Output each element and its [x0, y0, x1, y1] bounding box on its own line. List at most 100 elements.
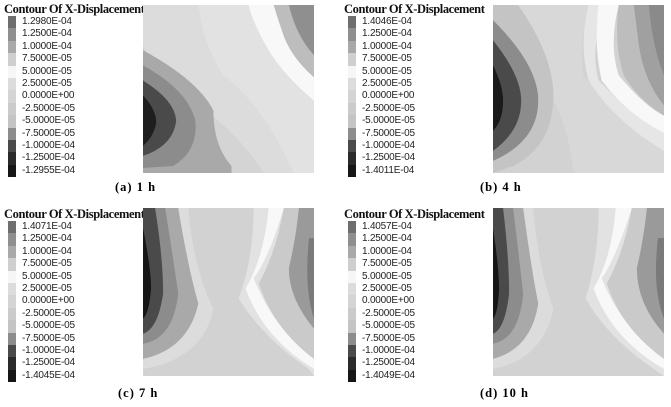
- color-swatch: [8, 307, 16, 321]
- legend-tick-label: 0.0000E+00: [362, 90, 415, 102]
- legend-tick-label: -1.2500E-04: [22, 357, 75, 369]
- color-swatch: [348, 28, 356, 41]
- legend-tick-label: 5.0000E-05: [362, 65, 412, 77]
- legend-tick-label: -1.0000E-04: [362, 139, 415, 151]
- caption: (c) 7 h: [118, 386, 159, 400]
- color-swatch: [8, 90, 16, 103]
- legend-tick-label: 7.5000E-05: [362, 53, 412, 65]
- legend-tick-label: 0.0000E+00: [362, 295, 415, 307]
- legend-tick-label: 1.4057E-04: [362, 221, 412, 232]
- legend-labels: 1.4046E-04 1.2500E-04 1.0000E-04 7.5000E-05…: [362, 16, 415, 177]
- legend-tick-label: 1.4046E-04: [362, 16, 412, 27]
- color-bar: [8, 221, 16, 383]
- legend-tick-label: 1.0000E-04: [362, 40, 412, 52]
- contour-band: [307, 238, 314, 319]
- color-swatch: [348, 16, 356, 29]
- color-swatch: [8, 102, 16, 116]
- color-swatch: [348, 77, 356, 91]
- panel-b: Contour Of X-Displacement 1.4046E-04 1.25…: [340, 0, 671, 202]
- contour-band: [143, 228, 152, 319]
- legend-tick-label: 1.0000E-04: [22, 245, 72, 257]
- legend-tick-label: 5.0000E-05: [22, 270, 72, 282]
- legend-tick-label: -1.2500E-04: [22, 152, 75, 164]
- legend-tick-label: -5.0000E-05: [22, 115, 75, 127]
- legend-title: Contour Of X-Displacement: [344, 2, 485, 16]
- legend-tick-label: -1.2500E-04: [362, 357, 415, 369]
- color-swatch: [8, 258, 16, 271]
- color-swatch: [8, 221, 16, 234]
- legend-title: Contour Of X-Displacement: [4, 2, 145, 16]
- legend-tick-label: 2.5000E-05: [22, 77, 72, 89]
- legend-tick-label: 0.0000E+00: [22, 90, 75, 102]
- color-swatch: [8, 16, 16, 29]
- color-bar: [8, 16, 16, 178]
- legend-tick-label: -2.5000E-05: [22, 307, 75, 319]
- legend-tick-label: -5.0000E-05: [362, 320, 415, 332]
- color-swatch: [348, 233, 356, 246]
- legend-tick-label: -2.5000E-05: [362, 307, 415, 319]
- legend-tick-label: 1.2500E-04: [362, 28, 412, 40]
- contour-band: [198, 5, 314, 173]
- color-swatch: [8, 28, 16, 41]
- color-swatch: [8, 245, 16, 259]
- color-swatch: [8, 320, 16, 333]
- color-swatch: [348, 40, 356, 54]
- legend-tick-label: -5.0000E-05: [362, 115, 415, 127]
- legend-labels: 1.4057E-04 1.2500E-04 1.0000E-04 7.5000E-05…: [362, 221, 415, 382]
- color-swatch: [8, 127, 16, 140]
- contour-plot-d: [493, 208, 664, 376]
- panel-d: Contour Of X-Displacement 1.4057E-04 1.25…: [340, 205, 671, 407]
- legend-tick-label: -1.2955E-04: [22, 164, 75, 176]
- color-swatch: [348, 270, 356, 283]
- color-swatch: [348, 332, 356, 345]
- color-swatch: [348, 245, 356, 259]
- legend-tick-label: 1.2500E-04: [22, 28, 72, 40]
- contour-band: [248, 5, 314, 101]
- contour-band: [493, 228, 500, 319]
- color-swatch: [8, 369, 16, 383]
- contour-band: [596, 5, 664, 133]
- legend-tick-label: -7.5000E-05: [362, 332, 415, 344]
- color-swatch: [348, 164, 356, 178]
- legend-tick-label: -1.0000E-04: [22, 139, 75, 151]
- legend-tick-label: -5.0000E-05: [22, 320, 75, 332]
- color-swatch: [348, 357, 356, 370]
- color-swatch: [8, 332, 16, 345]
- legend-tick-label: -7.5000E-05: [22, 332, 75, 344]
- contour-plot-a: [143, 5, 314, 173]
- color-swatch: [348, 90, 356, 103]
- legend-tick-label: 1.2980E-04: [22, 16, 72, 27]
- legend-tick-label: -7.5000E-05: [22, 127, 75, 139]
- color-swatch: [8, 295, 16, 308]
- legend-tick-label: 5.0000E-05: [22, 65, 72, 77]
- contour-band: [288, 5, 314, 56]
- color-swatch: [348, 152, 356, 165]
- color-swatch: [8, 152, 16, 165]
- contour-band: [648, 5, 664, 76]
- legend-tick-label: -1.2500E-04: [362, 152, 415, 164]
- legend-tick-label: -2.5000E-05: [22, 102, 75, 114]
- contour-band: [245, 208, 314, 369]
- legend-tick-label: -7.5000E-05: [362, 127, 415, 139]
- legend-tick-label: 7.5000E-05: [22, 53, 72, 65]
- caption: (a) 1 h: [115, 180, 157, 194]
- contour-band: [493, 40, 522, 151]
- contour-band: [636, 208, 664, 334]
- color-swatch: [348, 221, 356, 234]
- color-swatch: [348, 115, 356, 128]
- legend-tick-label: -1.0000E-04: [22, 344, 75, 356]
- legend-tick-label: -1.4049E-04: [362, 369, 415, 381]
- caption: (b) 4 h: [480, 180, 522, 194]
- color-swatch: [8, 233, 16, 246]
- caption: (d) 10 h: [480, 386, 529, 400]
- legend-tick-label: 1.0000E-04: [362, 245, 412, 257]
- color-swatch: [8, 357, 16, 370]
- color-swatch: [8, 53, 16, 66]
- contour-band: [655, 238, 664, 319]
- color-swatch: [8, 344, 16, 358]
- contour-plot-b: [493, 5, 664, 173]
- legend-tick-label: -1.0000E-04: [362, 344, 415, 356]
- contour-band: [143, 5, 314, 173]
- legend-tick-label: -2.5000E-05: [362, 102, 415, 114]
- color-swatch: [348, 102, 356, 116]
